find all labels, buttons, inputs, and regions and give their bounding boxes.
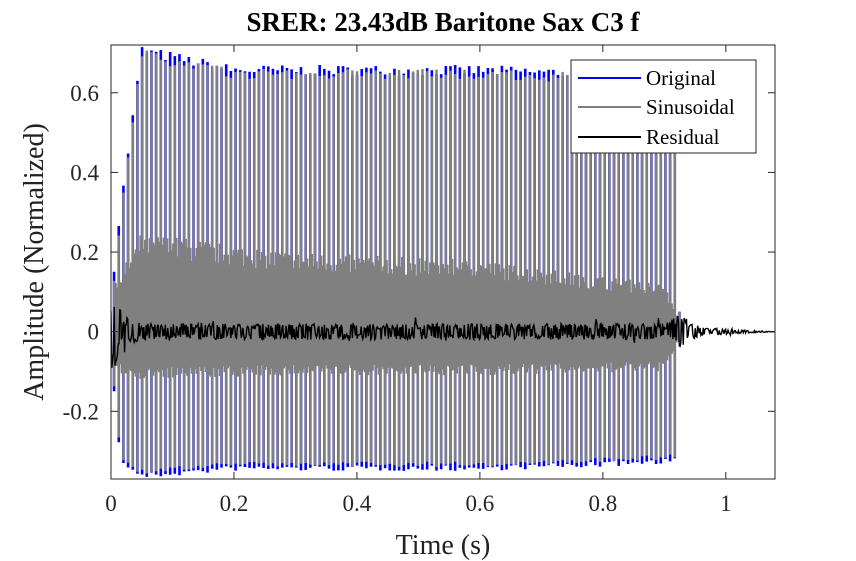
legend: Original Sinusoidal Residual xyxy=(570,59,757,154)
y-tick-label: 0.4 xyxy=(70,160,99,185)
series-area-sinusoidal-core xyxy=(114,276,680,366)
x-tick-label: 0.4 xyxy=(343,491,372,516)
plot-frame xyxy=(110,44,776,480)
y-axis-label: Amplitude (Normalized) xyxy=(19,123,50,401)
x-tick-label: 0.6 xyxy=(466,491,495,516)
legend-label-residual: Residual xyxy=(646,125,720,149)
x-tick-label: 0.2 xyxy=(220,491,249,516)
y-tick-label: 0 xyxy=(88,320,100,345)
legend-label-sinusoidal: Sinusoidal xyxy=(646,95,735,119)
y-tick-label: 0.2 xyxy=(70,240,99,265)
x-tick-label: 1 xyxy=(720,491,732,516)
chart-title: SRER: 23.43dB Baritone Sax C3 f xyxy=(246,7,640,37)
y-tick-label: 0.6 xyxy=(70,81,99,106)
series-line-residual xyxy=(111,306,775,368)
x-tick-label: 0.8 xyxy=(588,491,617,516)
x-axis-label: Time (s) xyxy=(396,530,491,561)
legend-label-original: Original xyxy=(646,66,716,90)
x-tick-label: 0 xyxy=(105,491,117,516)
y-tick-label: -0.2 xyxy=(63,399,99,424)
